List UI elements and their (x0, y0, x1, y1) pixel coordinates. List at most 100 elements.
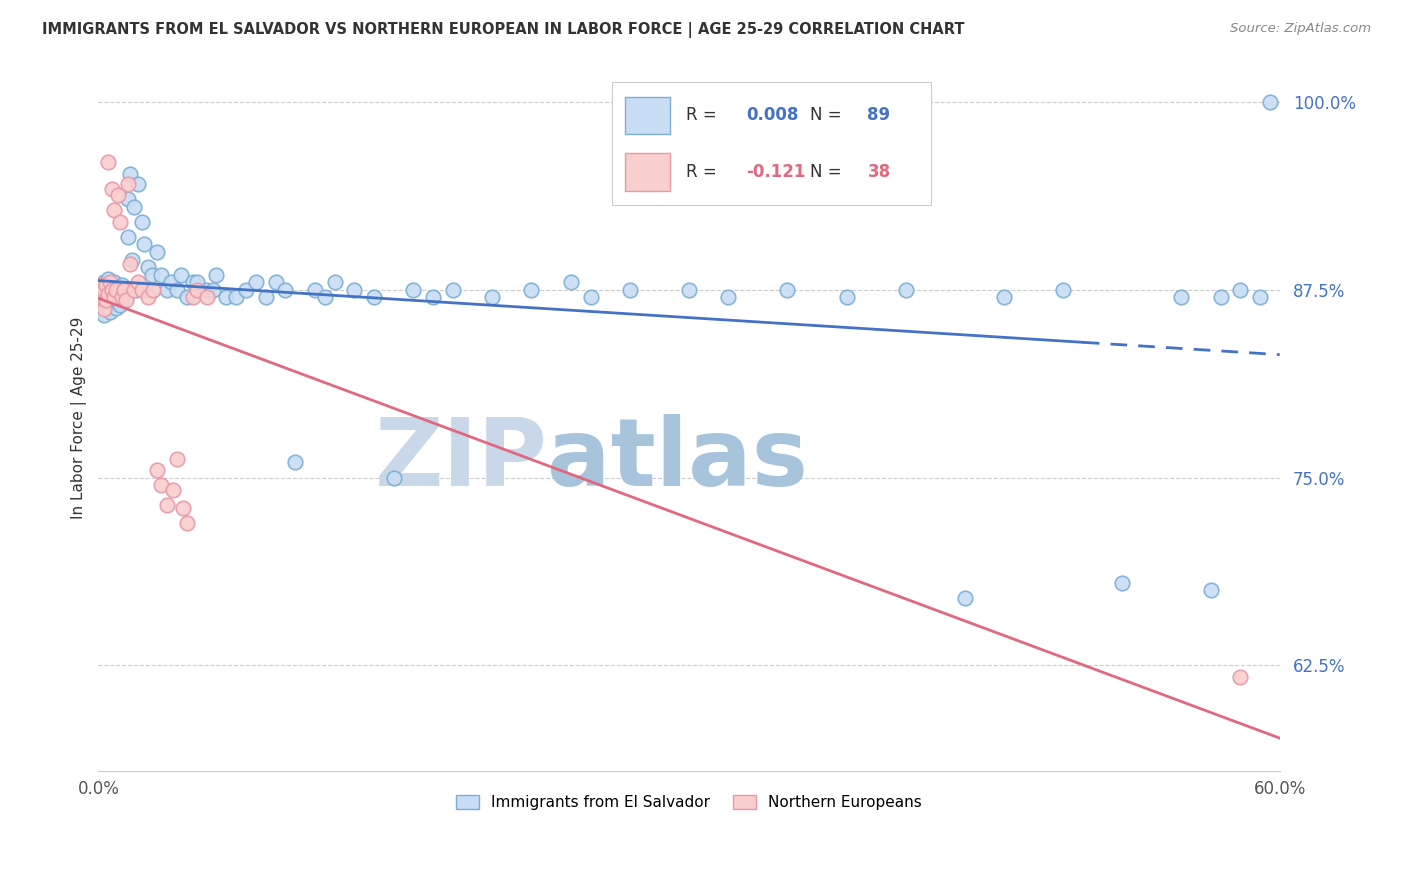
Point (97, 272, 120, 286)
Point (103, 290, 125, 304)
Legend: Immigrants from El Salvador, Northern Europeans: Immigrants from El Salvador, Northern Eu… (450, 789, 928, 816)
Point (835, 290, 858, 304)
Point (343, 283, 366, 297)
Point (146, 245, 169, 260)
Point (195, 290, 218, 304)
Point (117, 178, 139, 192)
Point (101, 283, 124, 297)
Point (105, 301, 128, 315)
Point (101, 290, 124, 304)
Point (186, 283, 208, 297)
Point (131, 283, 153, 297)
Point (96, 283, 118, 297)
Point (422, 290, 444, 304)
Point (89, 283, 111, 297)
Point (117, 193, 139, 207)
Point (115, 290, 138, 304)
Point (112, 283, 135, 297)
Point (264, 275, 287, 289)
Point (136, 290, 159, 304)
Point (245, 275, 267, 289)
Point (382, 470, 405, 484)
Point (560, 275, 582, 289)
Point (579, 290, 602, 304)
Point (131, 215, 153, 229)
Point (150, 268, 173, 282)
Point (91, 278, 114, 293)
Point (96, 297, 118, 311)
Point (121, 252, 143, 267)
Point (166, 283, 188, 297)
Point (107, 283, 129, 297)
Point (125, 283, 148, 297)
Point (127, 178, 149, 192)
Point (225, 290, 247, 304)
Point (166, 452, 188, 467)
Point (103, 293, 125, 307)
Point (172, 500, 194, 515)
Point (105, 283, 128, 297)
Point (1209, 290, 1232, 304)
Point (103, 202, 125, 217)
Point (97, 302, 120, 317)
Point (98, 281, 121, 295)
Y-axis label: In Labor Force | Age 25-29: In Labor Force | Age 25-29 (72, 316, 87, 518)
Point (520, 283, 543, 297)
Point (97, 290, 120, 304)
Point (108, 215, 131, 229)
Point (274, 283, 297, 297)
Point (150, 478, 173, 492)
Point (1249, 290, 1271, 304)
Point (96, 278, 118, 293)
Point (304, 283, 326, 297)
Text: atlas: atlas (547, 414, 808, 506)
Point (97, 154, 120, 169)
Point (108, 297, 131, 311)
Point (101, 283, 124, 297)
Point (201, 283, 224, 297)
Point (1170, 290, 1192, 304)
Point (91, 290, 114, 304)
Point (96, 293, 118, 307)
Point (117, 230, 139, 244)
Point (107, 187, 129, 202)
Point (181, 275, 204, 289)
Point (205, 268, 228, 282)
Point (894, 283, 917, 297)
Point (103, 275, 125, 289)
Point (93, 293, 115, 307)
Point (195, 283, 218, 297)
Point (993, 290, 1015, 304)
Point (176, 516, 198, 530)
Point (323, 275, 346, 289)
Point (89, 283, 111, 297)
Point (115, 293, 138, 307)
Point (111, 278, 134, 293)
Point (314, 290, 336, 304)
Point (142, 283, 165, 297)
Point (93, 308, 115, 322)
Point (363, 290, 385, 304)
Point (122, 200, 145, 214)
Point (118, 257, 141, 271)
Point (160, 275, 183, 289)
Point (776, 283, 799, 297)
Point (1229, 283, 1251, 297)
Point (97, 287, 120, 301)
Point (1199, 583, 1222, 598)
Point (170, 268, 193, 282)
Point (118, 167, 141, 181)
Point (953, 591, 976, 605)
Point (441, 283, 464, 297)
Point (101, 182, 124, 196)
Point (98, 293, 121, 307)
Point (1052, 283, 1074, 297)
Point (127, 275, 149, 289)
Text: IMMIGRANTS FROM EL SALVADOR VS NORTHERN EUROPEAN IN LABOR FORCE | AGE 25-29 CORR: IMMIGRANTS FROM EL SALVADOR VS NORTHERN … (42, 22, 965, 38)
Point (186, 275, 208, 289)
Point (284, 455, 307, 469)
Point (619, 283, 641, 297)
Point (98, 305, 121, 319)
Text: Source: ZipAtlas.com: Source: ZipAtlas.com (1230, 22, 1371, 36)
Point (136, 260, 159, 274)
